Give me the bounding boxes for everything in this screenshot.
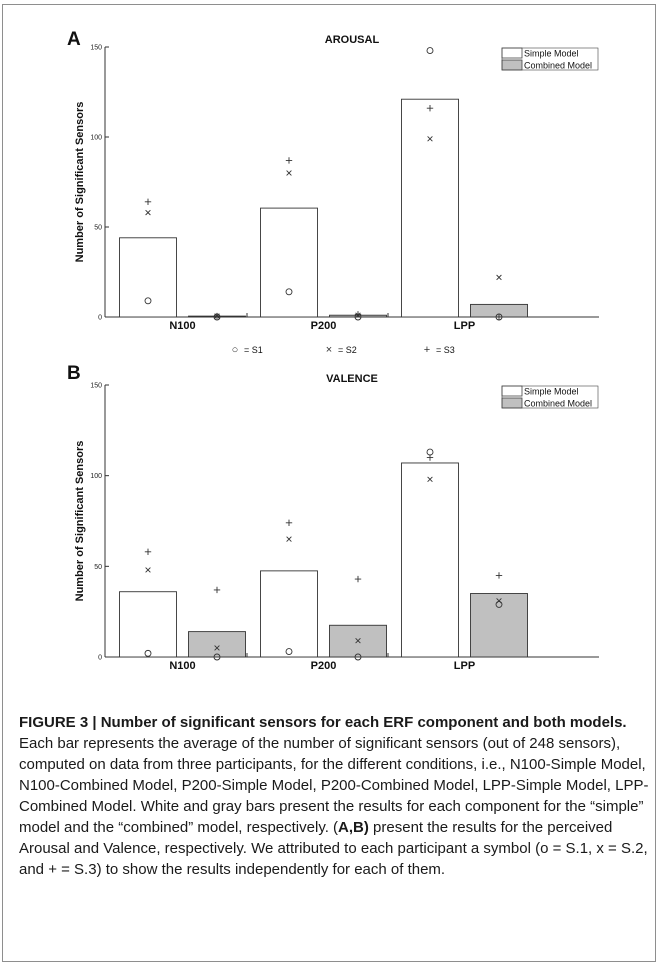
symbol-key-glyph: × — [326, 344, 332, 356]
y-axis-label: Number of Significant Sensors — [74, 102, 86, 263]
caption-panel-ref: A,B) — [338, 819, 369, 836]
x-tick-label: N100 — [169, 660, 195, 672]
marker-s3 — [495, 572, 503, 579]
y-tick-label: 100 — [90, 473, 102, 480]
bar-simple-n100 — [119, 591, 177, 658]
legend-swatch — [501, 59, 523, 71]
marker-s2 — [355, 637, 361, 644]
marker-s2 — [427, 136, 433, 142]
bar-simple-lpp — [401, 98, 459, 318]
chart-panel-b: B VALENCE 0 50 100 150 Number of Significant S… — [67, 363, 599, 672]
legend-frame — [501, 47, 599, 71]
chart-legend: Simple Model Combined Model — [501, 47, 599, 71]
marker-s1 — [285, 288, 293, 296]
chart-panel-a: A AROUSAL 0 50 100 150 Number of Significant S… — [67, 29, 599, 356]
y-tick-label: 0 — [98, 315, 102, 322]
marker-s2 — [214, 645, 220, 651]
marker-s1 — [213, 653, 221, 661]
marker-s3 — [213, 586, 221, 594]
marker-s3 — [495, 313, 503, 321]
x-tick-label: P200 — [311, 320, 337, 332]
legend-label: Simple Model — [524, 49, 579, 59]
marker-s2 — [145, 209, 151, 216]
y-tick-label: 150 — [90, 383, 102, 390]
marker-s3 — [285, 157, 293, 164]
figure-box: A AROUSAL 0 50 100 150 Number of Significant S… — [2, 4, 656, 962]
marker-s2 — [496, 274, 502, 281]
marker-s2 — [286, 170, 292, 176]
chart-title: VALENCE — [326, 373, 378, 385]
x-tick-label: N100 — [169, 320, 195, 332]
legend-label: Simple Model — [524, 387, 579, 397]
y-tick-label: 150 — [90, 45, 102, 52]
y-tick-label: 100 — [90, 135, 102, 142]
marker-s1 — [144, 297, 152, 305]
bar-simple-lpp — [401, 462, 459, 658]
legend-label: Combined Model — [524, 399, 592, 409]
marker-s2 — [427, 476, 433, 483]
symbol-key-glyph: + — [424, 344, 430, 356]
figure-charts: A AROUSAL 0 50 100 150 Number of Significant S… — [67, 29, 599, 672]
marker-s3 — [144, 548, 152, 556]
marker-s3 — [144, 198, 152, 205]
symbol-key-glyph: ○ — [232, 344, 239, 356]
caption-title: FIGURE 3 | Number of significant sensors… — [19, 714, 627, 731]
marker-s1 — [426, 47, 434, 55]
marker-s3 — [426, 454, 434, 461]
marker-s1 — [285, 648, 293, 656]
caption-body-2: present the results for the perceived Ar… — [19, 819, 648, 878]
marker-s3 — [354, 575, 362, 583]
bar-simple-n100 — [119, 237, 177, 318]
bar-simple-p200 — [260, 570, 318, 658]
marker-s3 — [426, 105, 434, 112]
symbol-key-label: = S1 — [244, 345, 263, 355]
x-tick-label: P200 — [311, 660, 337, 672]
symbol-key-label: = S2 — [338, 345, 357, 355]
y-tick-label: 50 — [94, 564, 102, 571]
chart-legend: Simple Model Combined Model — [501, 385, 599, 409]
marker-s3 — [285, 519, 293, 527]
marker-s1 — [426, 448, 434, 456]
x-tick-label: LPP — [454, 320, 475, 332]
marker-s3 — [354, 311, 362, 318]
legend-swatch — [501, 397, 523, 409]
marker-s2 — [496, 598, 502, 604]
panel-letter: B — [67, 363, 81, 384]
panel-letter: A — [67, 29, 81, 50]
bar-combined-lpp — [470, 593, 528, 658]
symbol-key-label: = S3 — [436, 345, 455, 355]
bar-simple-p200 — [260, 207, 318, 318]
symbol-key: ○ = S1 × = S2 + = S3 — [232, 344, 455, 356]
figure-caption: FIGURE 3 | Number of significant sensors… — [19, 712, 649, 880]
marker-s3 — [213, 312, 221, 320]
y-tick-label: 0 — [98, 655, 102, 662]
legend-swatch — [501, 47, 523, 59]
y-axis-label: Number of Significant Sensors — [74, 441, 86, 602]
marker-s1 — [354, 653, 362, 661]
marker-s2 — [286, 536, 292, 542]
legend-swatch — [501, 385, 523, 397]
chart-title: AROUSAL — [325, 34, 380, 46]
bar-combined-n100 — [188, 631, 246, 658]
legend-frame — [501, 385, 599, 409]
y-tick-label: 50 — [94, 225, 102, 232]
marker-s1 — [144, 649, 152, 657]
caption-body-1: Each bar represents the average of the n… — [19, 735, 649, 836]
marker-s2 — [145, 567, 151, 573]
legend-label: Combined Model — [524, 61, 592, 71]
x-tick-label: LPP — [454, 660, 475, 672]
